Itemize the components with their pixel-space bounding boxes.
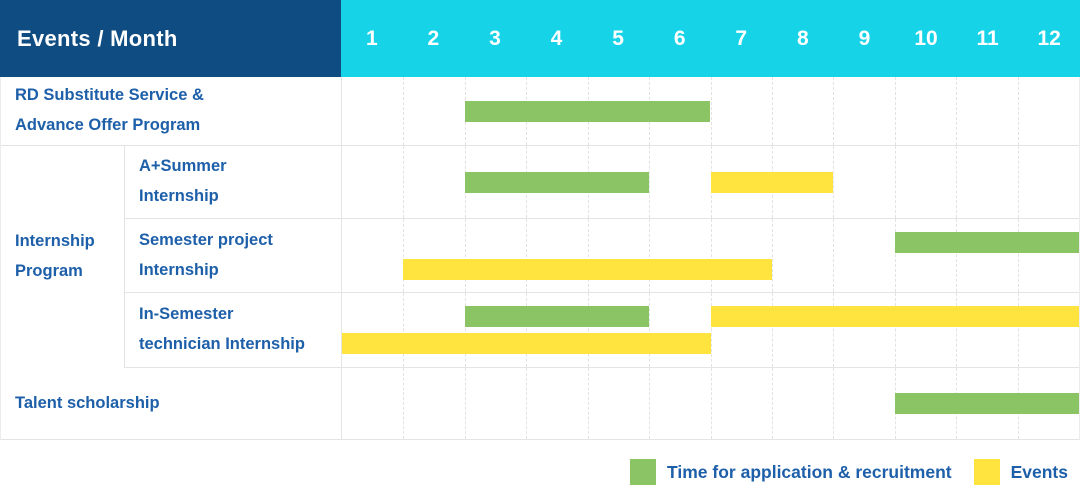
month-header-6: 6 — [673, 26, 686, 50]
row-chart — [342, 146, 1079, 218]
row-rd-substitute: RD Substitute Service & Advance Offer Pr… — [1, 77, 1079, 146]
row-chart — [342, 293, 1079, 367]
month-header-11: 11 — [976, 26, 999, 50]
month-gridline — [833, 77, 835, 145]
row-label: A+Summer Internship — [125, 146, 342, 218]
gantt-bar-events — [403, 258, 772, 280]
month-header-3: 3 — [489, 26, 501, 50]
legend-application-label: Time for application & recruitment — [667, 461, 952, 482]
month-gridline — [403, 368, 405, 439]
group-rows: A+Summer Internship Semester project Int… — [125, 146, 1079, 368]
row-label-text: RD Substitute Service & Advance Offer Pr… — [15, 86, 204, 134]
month-gridline — [403, 293, 405, 367]
month-gridline — [1017, 77, 1019, 145]
month-gridline — [771, 368, 773, 439]
month-gridline — [649, 219, 651, 292]
gantt-bar-events — [342, 333, 711, 354]
month-gridline — [833, 293, 835, 367]
gantt-bar-events — [710, 306, 1079, 327]
month-gridline — [464, 368, 466, 439]
legend-events-swatch — [973, 459, 1000, 485]
month-gridline — [1017, 146, 1019, 218]
month-gridline — [403, 146, 405, 218]
legend-application-swatch — [630, 459, 657, 485]
month-header-2: 2 — [427, 26, 440, 50]
month-header-5: 5 — [612, 26, 624, 50]
month-gridline — [526, 368, 528, 439]
gantt-bar-application — [894, 393, 1079, 414]
row-label-text: In-Semester technician Internship — [139, 305, 305, 353]
month-gridline — [587, 293, 589, 367]
month-header-row: 1 2 3 4 5 6 7 8 9 10 11 12 — [341, 0, 1080, 77]
month-gridline — [833, 146, 835, 218]
month-gridline — [894, 293, 896, 367]
month-header-9: 9 — [858, 26, 871, 50]
month-gridline — [710, 293, 712, 367]
month-gridline — [649, 146, 651, 218]
month-gridline — [464, 219, 466, 292]
month-gridline — [771, 77, 773, 145]
month-gridline — [771, 293, 773, 367]
header-title: Events / Month — [17, 25, 178, 51]
row-label-text: Semester project Internship — [139, 230, 273, 279]
month-gridline — [894, 146, 896, 218]
month-gridline — [403, 219, 405, 292]
row-in-semester-technician-internship: In-Semester technician Internship — [125, 293, 1079, 368]
row-a-summer-internship: A+Summer Internship — [125, 146, 1079, 219]
month-gridline — [526, 293, 528, 367]
table-body: RD Substitute Service & Advance Offer Pr… — [0, 77, 1080, 440]
month-gridline — [710, 368, 712, 439]
month-gridline — [464, 293, 466, 367]
gantt-bar-application — [464, 100, 711, 122]
month-gridline — [710, 77, 712, 145]
month-gridline — [956, 219, 958, 292]
row-label: Talent scholarship — [1, 368, 342, 439]
month-header-4: 4 — [550, 26, 563, 50]
month-gridline — [956, 77, 958, 145]
group-label-text: Internship Program — [15, 232, 95, 280]
row-label: RD Substitute Service & Advance Offer Pr… — [1, 77, 342, 145]
month-gridline — [587, 368, 589, 439]
month-header-1: 1 — [365, 26, 378, 50]
gantt-bar-application — [464, 306, 650, 327]
month-gridline — [649, 368, 651, 439]
row-chart — [342, 77, 1079, 145]
month-header-12: 12 — [1037, 26, 1061, 50]
row-label-text: Talent scholarship — [15, 393, 160, 412]
header-row: Events / Month 1 2 3 4 5 6 7 8 9 10 11 12 — [0, 0, 1080, 77]
month-header-8: 8 — [796, 26, 809, 50]
legend-events-label: Events — [1010, 461, 1068, 482]
row-label: In-Semester technician Internship — [125, 293, 342, 367]
month-gridline — [403, 77, 405, 145]
row-label: Semester project Internship — [125, 219, 342, 292]
month-gridline — [956, 146, 958, 218]
row-chart — [342, 219, 1079, 292]
month-gridline — [771, 219, 773, 292]
legend: Time for application & recruitment Event… — [630, 456, 1068, 488]
month-gridline — [710, 219, 712, 292]
month-gridline — [956, 293, 958, 367]
row-label-text: A+Summer Internship — [139, 157, 227, 205]
gantt-bar-application — [894, 231, 1079, 253]
month-gridline — [894, 77, 896, 145]
row-chart — [342, 368, 1079, 439]
month-header-10: 10 — [914, 26, 938, 50]
month-gridline — [894, 219, 896, 292]
month-gridline — [833, 219, 835, 292]
month-gridline — [1017, 293, 1019, 367]
month-gridline — [587, 219, 589, 292]
row-talent-scholarship: Talent scholarship — [1, 368, 1079, 440]
gantt-bar-application — [464, 171, 650, 193]
month-gridline — [833, 368, 835, 439]
group-label-cell: Internship Program — [1, 146, 125, 368]
month-header-7: 7 — [735, 26, 748, 50]
month-gridline — [526, 219, 528, 292]
row-semester-project-internship: Semester project Internship — [125, 219, 1079, 293]
month-gridline — [649, 293, 651, 367]
internship-program-group: Internship Program A+Summer Internship S… — [1, 146, 1079, 368]
header-title-cell: Events / Month — [0, 0, 341, 77]
gantt-bar-events — [710, 171, 834, 193]
month-gridline — [1017, 219, 1019, 292]
